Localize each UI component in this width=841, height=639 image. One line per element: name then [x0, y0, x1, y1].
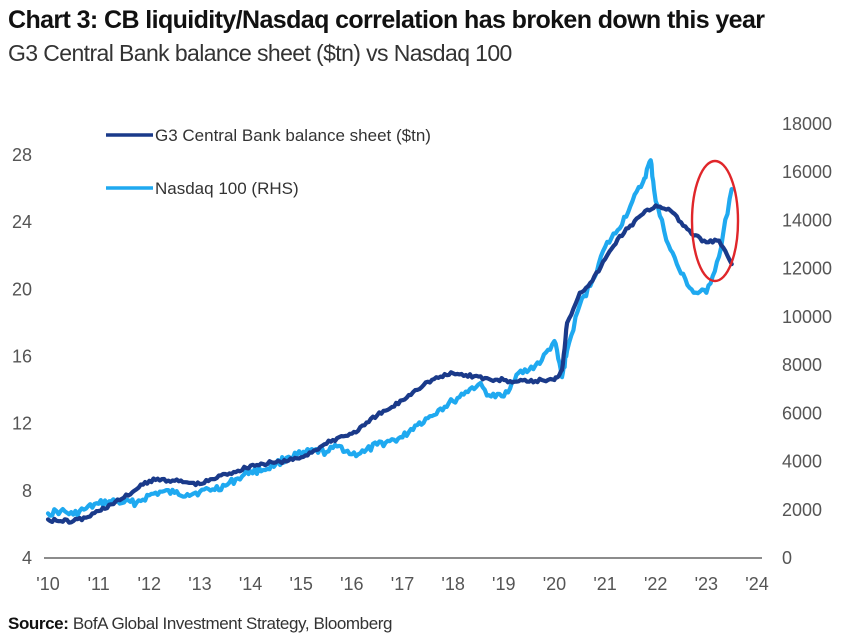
x-tick-label: '14 [239, 574, 262, 594]
x-tick-label: '12 [138, 574, 161, 594]
x-tick-label: '10 [36, 574, 59, 594]
left-tick-label: 16 [12, 347, 32, 367]
legend: G3 Central Bank balance sheet ($tn) Nasd… [106, 126, 431, 198]
x-tick-label: '19 [492, 574, 515, 594]
x-tick-label: '22 [644, 574, 667, 594]
legend-label-g3: G3 Central Bank balance sheet ($tn) [155, 126, 431, 145]
x-tick-label: '15 [289, 574, 312, 594]
left-tick-label: 28 [12, 145, 32, 165]
right-tick-label: 16000 [782, 162, 832, 182]
right-tick-label: 6000 [782, 403, 822, 423]
series-line-g3-balance-sheet [45, 203, 734, 525]
right-tick-label: 8000 [782, 355, 822, 375]
x-tick-label: '23 [695, 574, 718, 594]
chart-subtitle: G3 Central Bank balance sheet ($tn) vs N… [8, 40, 512, 66]
source-text: BofA Global Investment Strategy, Bloombe… [72, 614, 393, 633]
right-tick-label: 14000 [782, 210, 832, 230]
right-axis-ticks: 0 2000 4000 6000 8000 10000 12000 14000 16000 180… [782, 114, 832, 568]
left-tick-label: 8 [22, 481, 32, 501]
source-note: Source: BofA Global Investment Strategy,… [8, 614, 393, 634]
source-label: Source: [8, 614, 69, 633]
series-layer [45, 158, 734, 525]
left-axis-ticks: 4 8 12 16 20 24 28 [12, 145, 32, 568]
x-tick-label: '17 [391, 574, 414, 594]
x-tick-label: '13 [188, 574, 211, 594]
right-tick-label: 12000 [782, 259, 832, 279]
right-tick-label: 0 [782, 548, 792, 568]
left-tick-label: 24 [12, 212, 32, 232]
x-tick-label: '11 [88, 574, 110, 594]
highlight-ellipse [690, 159, 740, 283]
chart-title: Chart 3: CB liquidity/Nasdaq correlation… [8, 6, 765, 34]
x-axis-ticks: '10 '11 '12 '13 '14 '15 '16 '17 '18 '19 '20 '21 '22 '… [36, 574, 768, 594]
right-tick-label: 4000 [782, 452, 822, 472]
right-tick-label: 2000 [782, 500, 822, 520]
legend-label-nasdaq: Nasdaq 100 (RHS) [155, 179, 299, 198]
left-tick-label: 20 [12, 279, 32, 299]
x-tick-label: '20 [543, 574, 566, 594]
left-tick-label: 4 [22, 548, 32, 568]
x-tick-label: '18 [441, 574, 464, 594]
right-tick-label: 18000 [782, 114, 832, 134]
right-tick-label: 10000 [782, 307, 832, 327]
x-tick-label: '21 [593, 574, 616, 594]
series-line-nasdaq-100 [45, 158, 734, 518]
x-tick-label: '16 [340, 574, 363, 594]
left-tick-label: 12 [12, 414, 32, 434]
x-tick-label: '24 [745, 574, 768, 594]
